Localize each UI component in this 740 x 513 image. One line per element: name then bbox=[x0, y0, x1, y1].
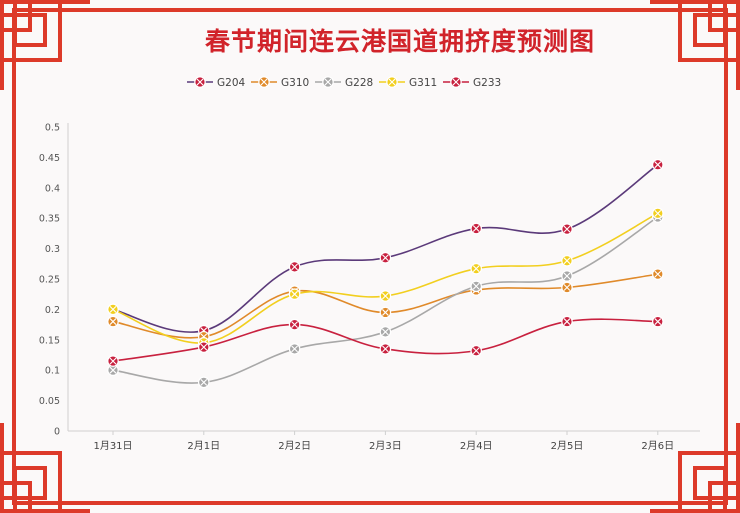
legend-marker bbox=[258, 76, 270, 88]
data-point-G204 bbox=[470, 222, 482, 235]
x-tick-label: 1月31日 bbox=[93, 440, 132, 452]
data-point-G233 bbox=[198, 341, 210, 353]
data-point-G233 bbox=[561, 315, 573, 328]
data-point-G233 bbox=[107, 355, 119, 367]
y-tick-label: 0 bbox=[54, 427, 60, 438]
data-point-G311 bbox=[651, 207, 664, 220]
data-point-G228 bbox=[288, 343, 301, 355]
data-point-G204 bbox=[651, 158, 664, 171]
y-tick-label: 0.5 bbox=[45, 123, 60, 134]
y-tick-label: 0.2 bbox=[45, 305, 60, 316]
x-tick-label: 2月4日 bbox=[460, 440, 493, 452]
data-point-G233 bbox=[470, 344, 482, 357]
data-point-G311 bbox=[107, 303, 119, 316]
x-tick-label: 2月1日 bbox=[187, 440, 220, 452]
data-point-G228 bbox=[107, 364, 119, 376]
legend-label: G204 bbox=[217, 77, 245, 89]
data-point-G310 bbox=[651, 268, 664, 280]
data-point-G310 bbox=[379, 306, 392, 319]
data-point-G204 bbox=[379, 251, 392, 264]
data-point-G228 bbox=[198, 376, 210, 389]
data-point-G204 bbox=[288, 261, 301, 273]
y-tick-label: 0.1 bbox=[45, 366, 60, 377]
y-tick-label: 0.05 bbox=[39, 396, 60, 407]
data-point-G228 bbox=[470, 280, 482, 293]
chart-title: 春节期间连云港国道拥挤度预测图 bbox=[204, 27, 595, 56]
data-point-G311 bbox=[379, 290, 392, 302]
y-tick-label: 0.15 bbox=[39, 335, 60, 346]
x-tick-label: 2月5日 bbox=[551, 440, 584, 452]
y-tick-label: 0.45 bbox=[39, 153, 60, 164]
series-line-G233 bbox=[112, 318, 658, 362]
data-point-G228 bbox=[379, 326, 392, 338]
legend-label: G228 bbox=[345, 77, 373, 89]
data-point-G311 bbox=[470, 262, 482, 275]
x-tick-label: 2月3日 bbox=[369, 440, 402, 452]
y-tick-label: 0.25 bbox=[39, 275, 60, 286]
legend-marker bbox=[386, 76, 398, 88]
legend-label: G311 bbox=[409, 77, 437, 89]
data-point-G311 bbox=[288, 288, 301, 300]
legend-label: G233 bbox=[473, 77, 501, 89]
x-tick-label: 2月2日 bbox=[278, 440, 311, 452]
data-point-G233 bbox=[379, 343, 392, 355]
legend-marker bbox=[194, 76, 206, 88]
data-point-G233 bbox=[288, 318, 301, 331]
x-tick-label: 2月6日 bbox=[641, 440, 674, 452]
data-point-G310 bbox=[561, 281, 573, 294]
y-tick-label: 0.4 bbox=[45, 183, 60, 194]
data-point-G204 bbox=[561, 223, 573, 235]
y-tick-label: 0.3 bbox=[45, 244, 60, 255]
legend-label: G310 bbox=[281, 77, 309, 89]
data-point-G233 bbox=[651, 315, 664, 328]
data-point-G311 bbox=[561, 254, 573, 267]
data-point-G228 bbox=[561, 270, 573, 282]
series-line-G311 bbox=[112, 212, 659, 344]
y-tick-label: 0.35 bbox=[39, 214, 60, 225]
legend-marker bbox=[322, 76, 334, 88]
data-point-G310 bbox=[107, 315, 119, 328]
legend-marker bbox=[450, 76, 462, 88]
